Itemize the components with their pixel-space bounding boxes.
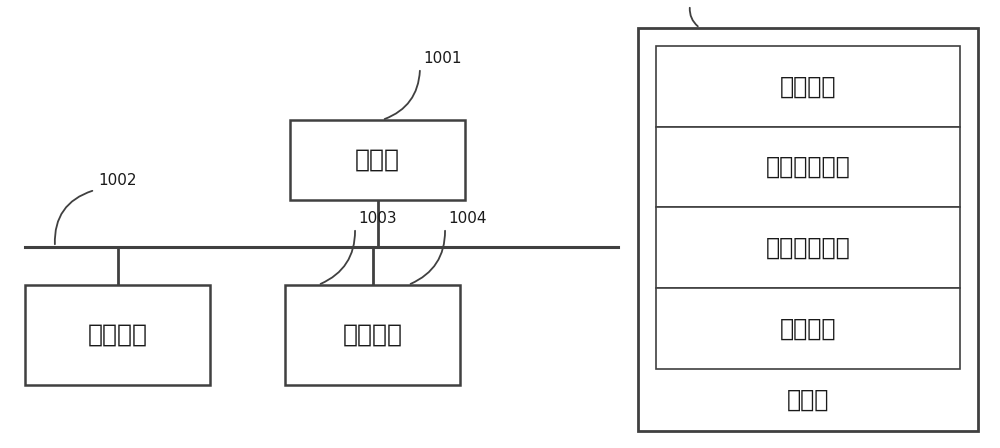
Bar: [290, 120, 465, 200]
Text: 用户接口模块: 用户接口模块: [766, 236, 850, 260]
Text: 1005: 1005: [693, 0, 732, 3]
Bar: [656, 288, 960, 369]
Bar: [656, 127, 960, 207]
Bar: [25, 285, 210, 385]
Text: 投票程序: 投票程序: [780, 317, 836, 340]
Bar: [656, 46, 960, 127]
Text: 1004: 1004: [448, 211, 486, 226]
Bar: [638, 28, 978, 431]
Text: 处理器: 处理器: [355, 148, 400, 172]
Text: 1001: 1001: [423, 51, 462, 66]
Bar: [285, 285, 460, 385]
Text: 1003: 1003: [358, 211, 397, 226]
Text: 网络通信模块: 网络通信模块: [766, 155, 850, 179]
Text: 网络接口: 网络接口: [342, 323, 402, 347]
Text: 存储器: 存储器: [787, 388, 829, 412]
Bar: [656, 207, 960, 288]
Text: 用户接口: 用户接口: [88, 323, 148, 347]
Text: 操作系统: 操作系统: [780, 74, 836, 99]
Text: 1002: 1002: [98, 173, 136, 188]
